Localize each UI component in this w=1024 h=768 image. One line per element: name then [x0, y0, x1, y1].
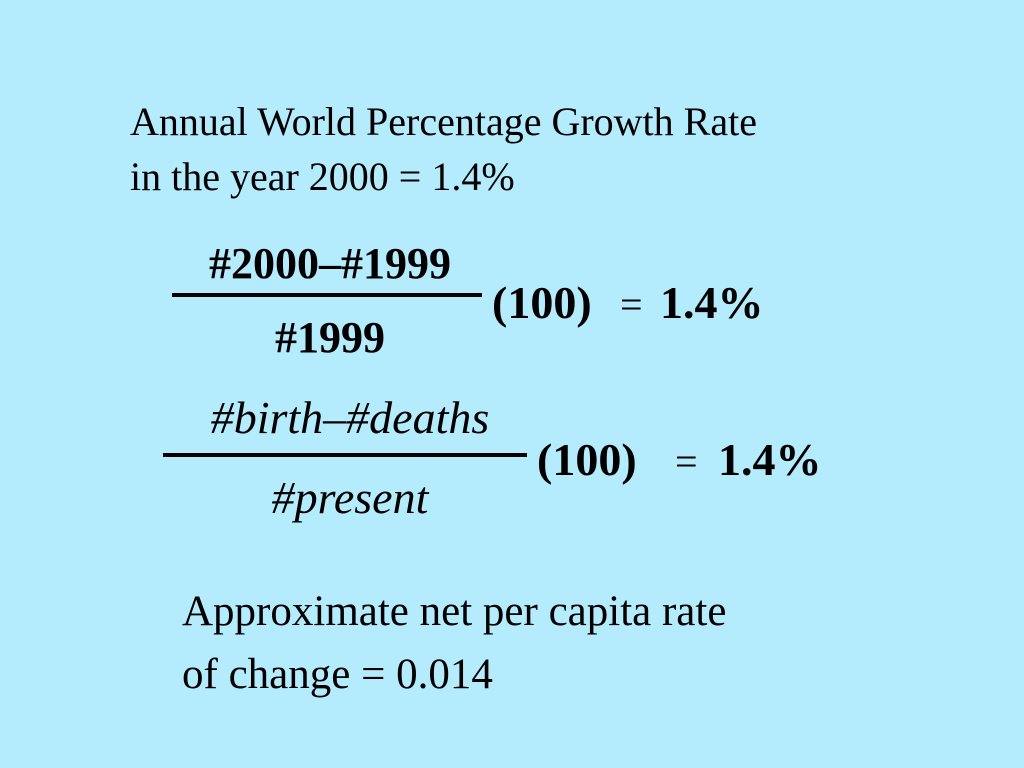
heading-line: Annual World Percentage Growth Rate [130, 99, 757, 144]
numerator: #2000–#1999 [209, 239, 451, 288]
result: 1.4% [718, 434, 822, 485]
factor: (100) [492, 277, 592, 328]
heading-line: in the year 2000 = 1.4% [130, 154, 515, 199]
equals: = [675, 439, 698, 484]
numerator: #birth–#deaths [211, 392, 490, 443]
result: 1.4% [660, 277, 764, 328]
conclusion-line: Approximate net per capita rate [182, 588, 726, 635]
denominator: #present [272, 472, 430, 523]
denominator: #1999 [275, 313, 385, 362]
equals: = [620, 282, 643, 327]
factor: (100) [537, 434, 637, 485]
conclusion-line: of change = 0.014 [182, 651, 493, 698]
